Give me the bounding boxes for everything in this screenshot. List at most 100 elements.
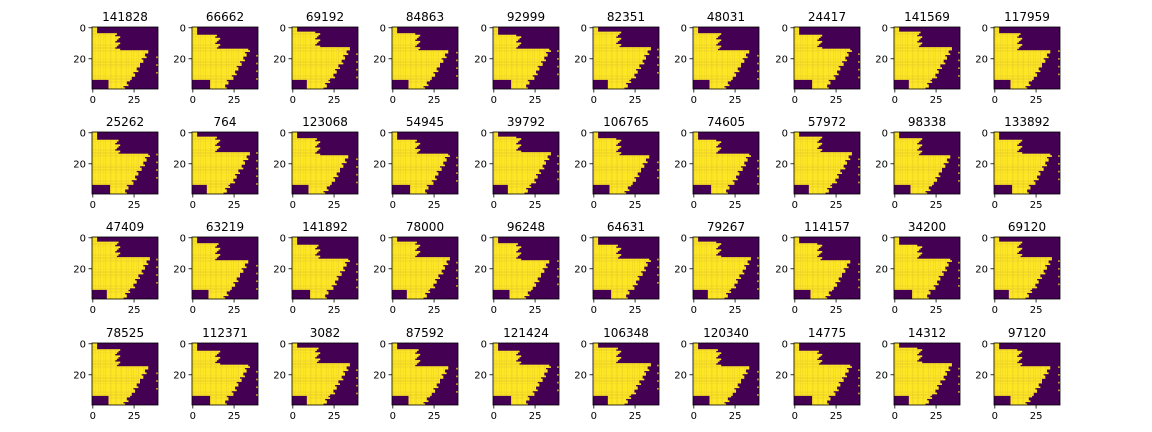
heatmap-cell: [519, 68, 522, 71]
heatmap-cell: [292, 37, 294, 40]
heatmap-cell: [406, 48, 409, 51]
heatmap-cell: [192, 70, 194, 73]
heatmap-cell: [229, 64, 232, 66]
heatmap-cell: [426, 68, 429, 71]
heatmap-cell: [128, 79, 131, 82]
heatmap-cell: [614, 81, 617, 83]
heatmap-cell: [411, 48, 414, 51]
heatmap-cell: [602, 44, 605, 46]
heatmap-cell: [305, 40, 307, 43]
heatmap-cell: [306, 45, 309, 48]
heatmap-cell: [306, 47, 309, 49]
heatmap-cell: [524, 82, 527, 85]
heatmap-cell: [609, 81, 612, 83]
heatmap-cell: [444, 51, 447, 54]
heatmap-cell: [540, 50, 543, 52]
heatmap-cell: [504, 37, 507, 40]
heatmap-cell: [93, 56, 96, 59]
heatmap-cell: [398, 65, 401, 68]
heatmap-cell: [101, 45, 104, 48]
heatmap-cell: [606, 45, 608, 48]
heatmap-cell: [616, 59, 618, 62]
heatmap-cell: [306, 33, 309, 35]
heatmap-cell: [311, 78, 314, 80]
heatmap-cell: [306, 42, 309, 45]
heatmap-cell: [243, 54, 245, 57]
heatmap-cell: [236, 56, 239, 59]
heatmap-cell: [292, 27, 294, 29]
heatmap-cell: [441, 50, 444, 52]
heatmap-cell: [398, 42, 401, 45]
heatmap-cell: [92, 40, 94, 43]
heatmap-cell: [410, 59, 412, 62]
heatmap-cell: [306, 65, 309, 68]
heatmap-cell: [423, 68, 426, 71]
heatmap-cell: [306, 34, 309, 37]
heatmap-cell: [113, 76, 116, 79]
heatmap-cell: [539, 61, 541, 63]
heatmap-cell: [493, 34, 495, 37]
heatmap-cell: [331, 71, 334, 74]
heatmap-cell: [512, 75, 515, 77]
heatmap-cell: [192, 58, 194, 60]
heatmap-cell: [512, 84, 515, 87]
heatmap-cell: [298, 45, 301, 48]
heatmap-cell: [617, 37, 620, 40]
heatmap-cell: [298, 51, 301, 54]
heatmap-cell: [293, 58, 296, 60]
heatmap-cell: [602, 53, 605, 56]
heatmap-cell: [201, 71, 204, 74]
heatmap-cell: [398, 67, 401, 69]
heatmap-cell: [131, 62, 134, 65]
heatmap-cell: [92, 47, 94, 49]
heatmap-cell: [606, 68, 608, 71]
heatmap-cell: [621, 54, 623, 57]
heatmap-cell: [413, 54, 416, 57]
heatmap-cell: [396, 75, 399, 77]
heatmap-cell: [502, 48, 505, 51]
heatmap-cell: [420, 81, 422, 83]
heatmap-cell: [626, 81, 628, 83]
heatmap-cell: [509, 45, 512, 48]
heatmap-cell: [604, 47, 607, 49]
heatmap-cell: [98, 68, 101, 71]
heatmap-cell: [116, 75, 119, 77]
heatmap-cell: [627, 51, 630, 54]
heatmap-cell: [507, 44, 510, 46]
heatmap-cell: [103, 75, 106, 77]
heatmap-cell: [208, 65, 211, 68]
heatmap-cell: [506, 75, 508, 77]
heatmap-cell: [612, 31, 615, 34]
heatmap-cell: [128, 76, 131, 79]
heatmap-cell: [617, 85, 620, 88]
heatmap-cell: [101, 56, 104, 59]
heatmap-cell: [331, 70, 334, 73]
heatmap-cell: [339, 61, 342, 63]
heatmap-cell: [296, 78, 299, 80]
heatmap-cell: [316, 70, 319, 73]
heatmap-cell: [228, 53, 231, 56]
heatmap-cell: [96, 40, 99, 43]
heatmap-cell: [100, 36, 103, 38]
heatmap-cell: [497, 73, 500, 76]
heatmap-cell: [326, 78, 329, 80]
heatmap-cell: [313, 42, 316, 45]
heatmap-cell: [521, 48, 523, 51]
heatmap-cell: [208, 37, 211, 40]
heatmap-cell: [215, 78, 217, 80]
heatmap-cell: [310, 87, 312, 90]
heatmap-cell: [635, 54, 638, 57]
heatmap-cell: [401, 73, 404, 76]
heatmap-cell: [295, 67, 298, 69]
y-tick-label: 20: [474, 54, 487, 65]
heatmap-cell: [519, 76, 522, 79]
heatmap-cell: [441, 59, 444, 62]
heatmap-cell: [539, 58, 541, 60]
heatmap-cell: [295, 68, 298, 71]
heatmap-cell: [323, 64, 326, 66]
heatmap-cell: [405, 62, 407, 65]
heatmap-cell: [203, 48, 206, 51]
heatmap-cell: [511, 82, 513, 85]
heatmap-cell: [619, 85, 622, 88]
